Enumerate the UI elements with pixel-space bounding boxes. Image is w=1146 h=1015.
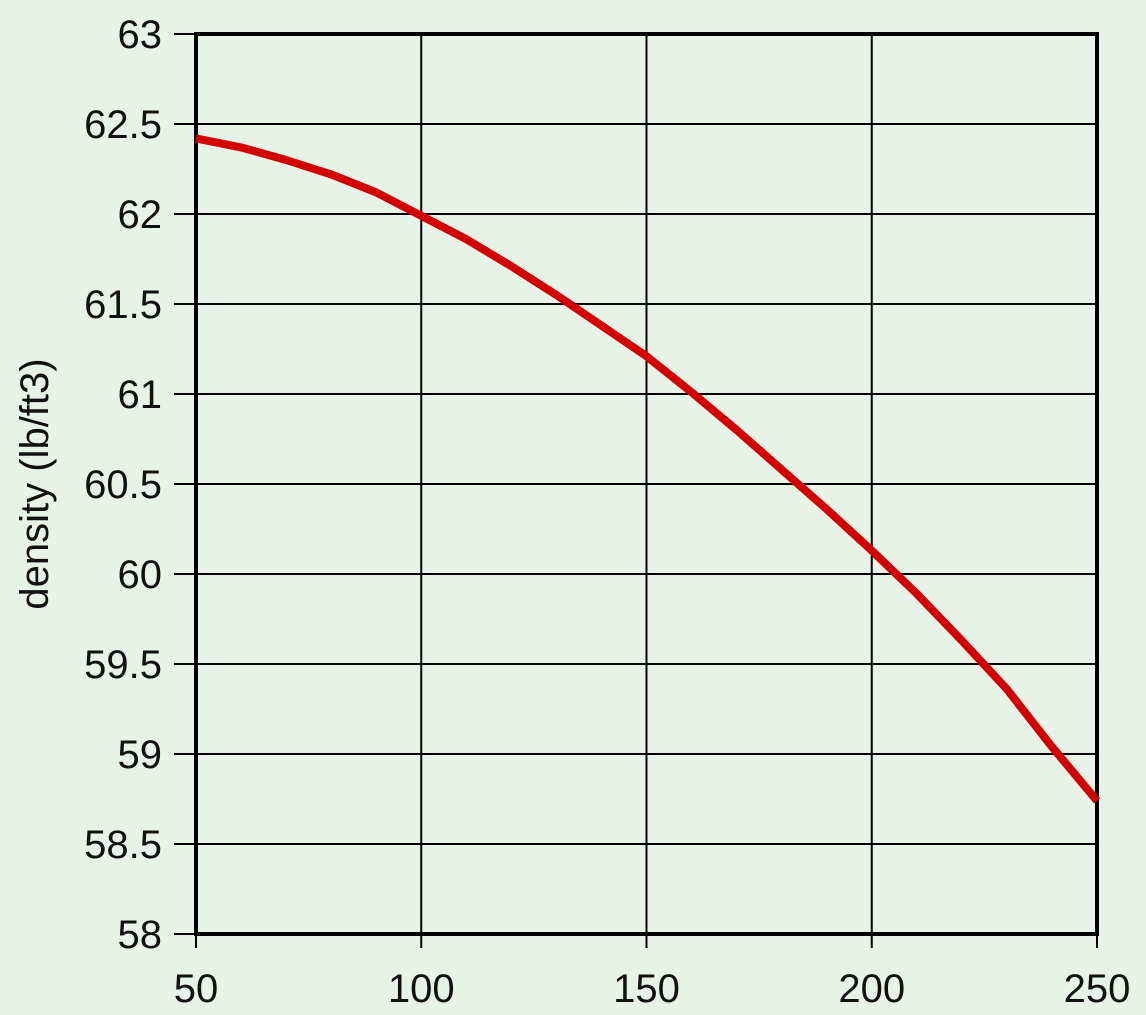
x-tick-label: 100 xyxy=(388,967,455,1011)
y-tick-label: 60 xyxy=(118,553,163,597)
y-tick-label: 58 xyxy=(118,913,163,957)
y-tick-label: 61.5 xyxy=(84,283,162,327)
x-tick-label: 50 xyxy=(174,967,219,1011)
data-line xyxy=(195,134,1101,804)
x-tick-label: 250 xyxy=(1064,967,1131,1011)
y-axis-label: density (lb/ft3) xyxy=(13,358,57,609)
y-tick-label: 62 xyxy=(118,193,163,237)
y-tick-label: 58.5 xyxy=(84,823,162,867)
y-tick-label: 59.5 xyxy=(84,643,162,687)
y-tick-label: 62.5 xyxy=(84,103,162,147)
x-tick-label: 150 xyxy=(613,967,680,1011)
y-tick-label: 60.5 xyxy=(84,463,162,507)
plot-frame xyxy=(194,32,1099,936)
x-tick-label: 200 xyxy=(838,967,905,1011)
y-tick-label: 63 xyxy=(118,13,163,57)
y-tick-label: 59 xyxy=(118,733,163,777)
y-tick-label: 61 xyxy=(118,373,163,417)
